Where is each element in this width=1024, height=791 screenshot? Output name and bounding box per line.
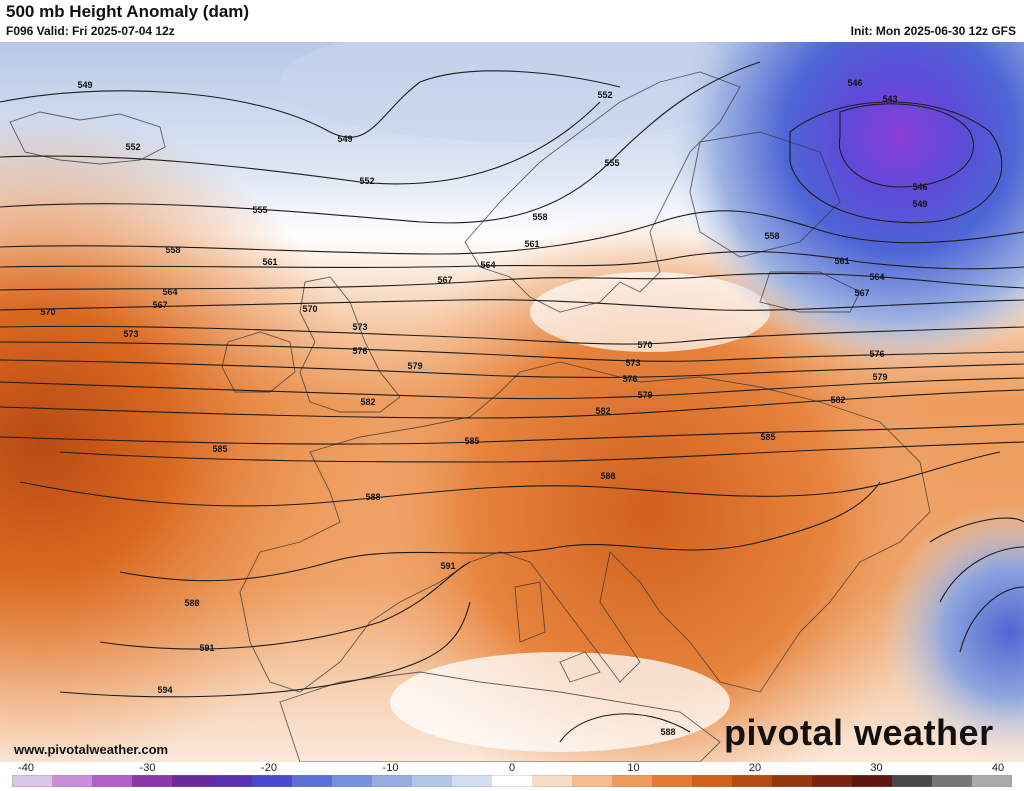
- contour-label: 570: [302, 304, 317, 314]
- contour-label: 579: [872, 372, 887, 382]
- contour-label: 549: [337, 134, 352, 144]
- colorbar-swatch: [532, 775, 573, 787]
- colorbar-swatch: [252, 775, 293, 787]
- colorbar-swatch: [372, 775, 413, 787]
- contour-label: 582: [830, 395, 845, 405]
- contour-label: 573: [352, 322, 367, 332]
- colorbar-tick-label: 10: [627, 762, 640, 774]
- website-label: www.pivotalweather.com: [14, 742, 169, 757]
- contour-label: 558: [532, 212, 547, 222]
- colorbar-swatch: [772, 775, 813, 787]
- colorbar-swatch: [892, 775, 933, 787]
- contour-label: 552: [125, 142, 140, 152]
- contour-label: 582: [595, 406, 610, 416]
- contour-label: 591: [440, 561, 455, 571]
- init-time: Init: Mon 2025-06-30 12z GFS: [850, 24, 1016, 38]
- contour-label: 582: [360, 397, 375, 407]
- contour-label: 561: [262, 257, 277, 267]
- header: 500 mb Height Anomaly (dam) F096 Valid: …: [0, 0, 1024, 42]
- contour-label: 552: [359, 176, 374, 186]
- contour-label: 549: [912, 199, 927, 209]
- contour-label: 543: [882, 94, 897, 104]
- colorbar-swatch: [612, 775, 653, 787]
- colorbar-tick-label: 30: [870, 762, 883, 774]
- contour-label: 567: [437, 275, 452, 285]
- colorbar-swatch: [572, 775, 613, 787]
- colorbar-tick-label: 40: [991, 762, 1005, 774]
- contour-label: 564: [480, 260, 495, 270]
- colorbar-swatch: [492, 775, 533, 787]
- brand-logo: pivotal weather: [724, 712, 994, 753]
- colorbar-swatch: [652, 775, 693, 787]
- contour-label: 555: [604, 158, 619, 168]
- contour-label: 576: [352, 346, 367, 356]
- contour-label: 570: [40, 307, 55, 317]
- colorbar-swatch: [692, 775, 733, 787]
- colorbar-tick-label: -20: [261, 762, 277, 774]
- contour-label: 546: [847, 78, 862, 88]
- valid-time: F096 Valid: Fri 2025-07-04 12z: [6, 24, 175, 38]
- contour-label: 588: [600, 471, 615, 481]
- contour-label: 585: [212, 444, 227, 454]
- contour-label: 573: [123, 329, 138, 339]
- contour-label: 564: [869, 272, 884, 282]
- contour-label: 573: [625, 358, 640, 368]
- contour-label: 558: [165, 245, 180, 255]
- colorbar-tick-label: -30: [139, 762, 156, 774]
- colorbar-swatch: [52, 775, 93, 787]
- colorbar-tick-label: -10: [382, 762, 399, 774]
- colorbar-tick-label: 0: [508, 762, 516, 774]
- contour-label: 576: [622, 374, 637, 384]
- contour-label: 579: [637, 390, 652, 400]
- colorbar: [12, 775, 1012, 787]
- contour-label: 549: [77, 80, 92, 90]
- colorbar-swatch: [852, 775, 893, 787]
- map-title: 500 mb Height Anomaly (dam): [6, 2, 250, 21]
- contour-label: 579: [407, 361, 422, 371]
- colorbar-swatch: [932, 775, 973, 787]
- colorbar-swatch: [212, 775, 253, 787]
- contour-label: 591: [199, 643, 214, 653]
- colorbar-swatch: [292, 775, 333, 787]
- contour-label: 558: [764, 231, 779, 241]
- contour-label: 564: [162, 287, 177, 297]
- contour-label: 588: [184, 598, 199, 608]
- colorbar-tick-label: 20: [748, 762, 762, 774]
- colorbar-swatch: [732, 775, 773, 787]
- contour-label: 594: [157, 685, 172, 695]
- colorbar-swatch: [812, 775, 853, 787]
- contour-label: 567: [152, 300, 167, 310]
- contour-label: 552: [597, 90, 612, 100]
- contour-label: 570: [637, 340, 652, 350]
- contour-label: 561: [834, 256, 849, 266]
- contour-label: 546: [912, 182, 927, 192]
- height-contours: [0, 61, 1024, 743]
- colorbar-swatch: [172, 775, 213, 787]
- contour-label: 576: [869, 349, 884, 359]
- colorbar-swatch: [92, 775, 133, 787]
- contour-label: 555: [252, 205, 267, 215]
- contour-label: 561: [524, 239, 539, 249]
- colorbar-swatch: [972, 775, 1012, 787]
- colorbar-swatch: [12, 775, 53, 787]
- colorbar-swatch: [452, 775, 493, 787]
- contour-label: 588: [660, 727, 675, 737]
- colorbar-swatch: [332, 775, 373, 787]
- colorbar-tick-label: -40: [18, 762, 34, 774]
- colorbar-swatch: [132, 775, 173, 787]
- colorbar-swatch: [412, 775, 453, 787]
- contour-label: 585: [464, 436, 479, 446]
- contour-label: 585: [760, 432, 775, 442]
- contour-label: 567: [854, 288, 869, 298]
- contour-label: 588: [365, 492, 380, 502]
